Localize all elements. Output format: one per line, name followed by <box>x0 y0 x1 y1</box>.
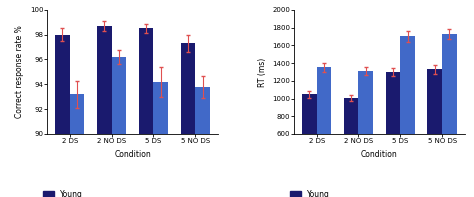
Legend: Young, Older: Young, Older <box>43 190 83 197</box>
Bar <box>70 94 84 197</box>
Bar <box>358 71 373 187</box>
Bar <box>139 29 154 197</box>
Bar <box>317 68 331 187</box>
X-axis label: Condition: Condition <box>114 150 151 159</box>
Bar <box>97 26 111 197</box>
Bar <box>154 82 168 197</box>
Bar <box>401 36 415 187</box>
Bar <box>55 35 70 197</box>
X-axis label: Condition: Condition <box>361 150 398 159</box>
Bar <box>442 34 457 187</box>
Bar <box>302 94 317 187</box>
Bar <box>428 69 442 187</box>
Legend: Young, Older: Young, Older <box>290 190 330 197</box>
Y-axis label: Correct response rate %: Correct response rate % <box>15 26 24 118</box>
Bar <box>344 98 358 187</box>
Bar <box>181 43 195 197</box>
Y-axis label: RT (ms): RT (ms) <box>257 57 266 86</box>
Bar <box>386 72 401 187</box>
Bar <box>111 57 126 197</box>
Bar <box>195 87 210 197</box>
